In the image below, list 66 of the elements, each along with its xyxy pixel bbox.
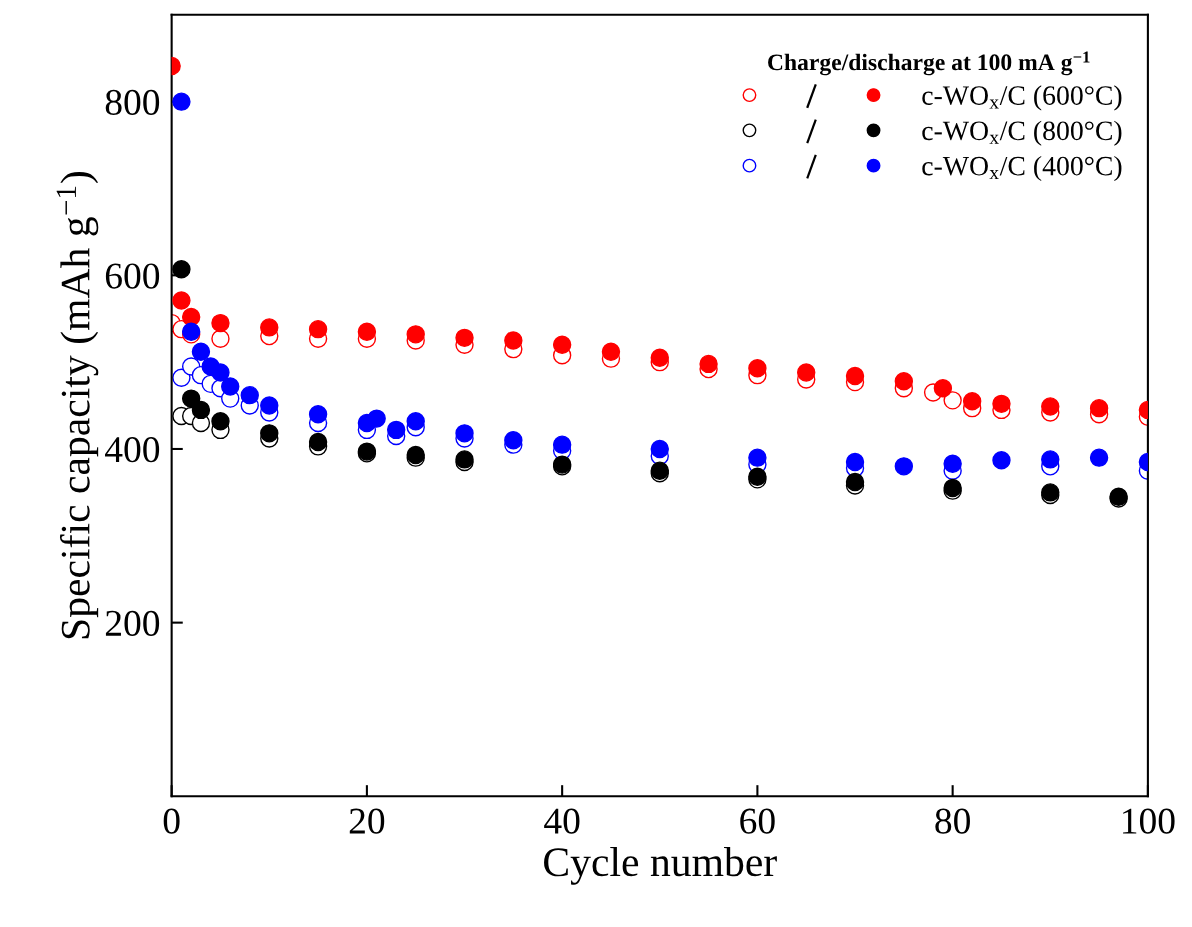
point bbox=[406, 411, 425, 431]
point bbox=[992, 394, 1011, 414]
point bbox=[962, 392, 982, 411]
point bbox=[933, 378, 953, 398]
point bbox=[308, 405, 328, 424]
point bbox=[240, 385, 259, 405]
point bbox=[367, 409, 386, 428]
point bbox=[1041, 450, 1060, 469]
point bbox=[211, 313, 230, 333]
y-tick-label: 400 bbox=[105, 437, 160, 463]
point bbox=[386, 420, 406, 440]
point bbox=[260, 318, 279, 337]
legend-label: c-WO$_{x}$/C (400°C) bbox=[922, 155, 1122, 182]
point bbox=[1089, 398, 1109, 418]
legend-label: c-WO$_{x}$/C (800°C) bbox=[922, 120, 1122, 146]
point bbox=[797, 363, 816, 382]
legend-label: c-WO$_{x}$/C (600°C) bbox=[922, 85, 1122, 111]
point bbox=[650, 439, 669, 459]
y-tick-label: 600 bbox=[105, 263, 160, 289]
point bbox=[191, 400, 211, 420]
x-tick-label: 20 bbox=[349, 808, 385, 834]
point bbox=[221, 377, 240, 396]
point bbox=[992, 451, 1011, 470]
point bbox=[260, 396, 279, 415]
y-tick-label: 800 bbox=[105, 89, 160, 116]
point bbox=[699, 354, 718, 374]
point bbox=[504, 331, 523, 350]
point bbox=[406, 325, 425, 344]
point bbox=[552, 435, 572, 454]
x-tick-label: 0 bbox=[163, 808, 180, 834]
point bbox=[1089, 448, 1109, 467]
point bbox=[650, 348, 669, 368]
point bbox=[308, 319, 328, 339]
point bbox=[943, 454, 962, 473]
x-tick-label: 40 bbox=[544, 808, 580, 834]
point bbox=[943, 391, 962, 410]
point bbox=[191, 342, 211, 361]
point bbox=[601, 342, 621, 361]
point bbox=[181, 307, 201, 327]
x-axis-title: Cycle number bbox=[544, 846, 777, 885]
point bbox=[748, 359, 767, 378]
point bbox=[455, 424, 474, 443]
point bbox=[552, 335, 572, 354]
point bbox=[455, 328, 474, 348]
point bbox=[172, 260, 191, 279]
point bbox=[260, 424, 279, 443]
point bbox=[211, 363, 230, 382]
x-tick-label: 80 bbox=[935, 808, 970, 834]
y-axis-title: Specific capacity (mAh g$^{−1}$) bbox=[56, 172, 99, 639]
point bbox=[357, 322, 377, 341]
point bbox=[845, 366, 865, 386]
y-tick-label: 200 bbox=[105, 610, 160, 637]
legend-title: Charge/discharge at 100 mA g$^{−1}$ bbox=[768, 51, 1090, 76]
point bbox=[748, 448, 767, 467]
point bbox=[211, 411, 230, 431]
point bbox=[894, 457, 914, 476]
point bbox=[308, 432, 328, 452]
x-tick-label: 60 bbox=[740, 808, 775, 834]
x-tick-label: 100 bbox=[1123, 808, 1175, 834]
point bbox=[211, 329, 230, 348]
point bbox=[845, 452, 865, 472]
point bbox=[172, 92, 191, 111]
point bbox=[504, 431, 523, 450]
point bbox=[172, 291, 191, 310]
point bbox=[1041, 397, 1060, 416]
point bbox=[894, 372, 914, 391]
